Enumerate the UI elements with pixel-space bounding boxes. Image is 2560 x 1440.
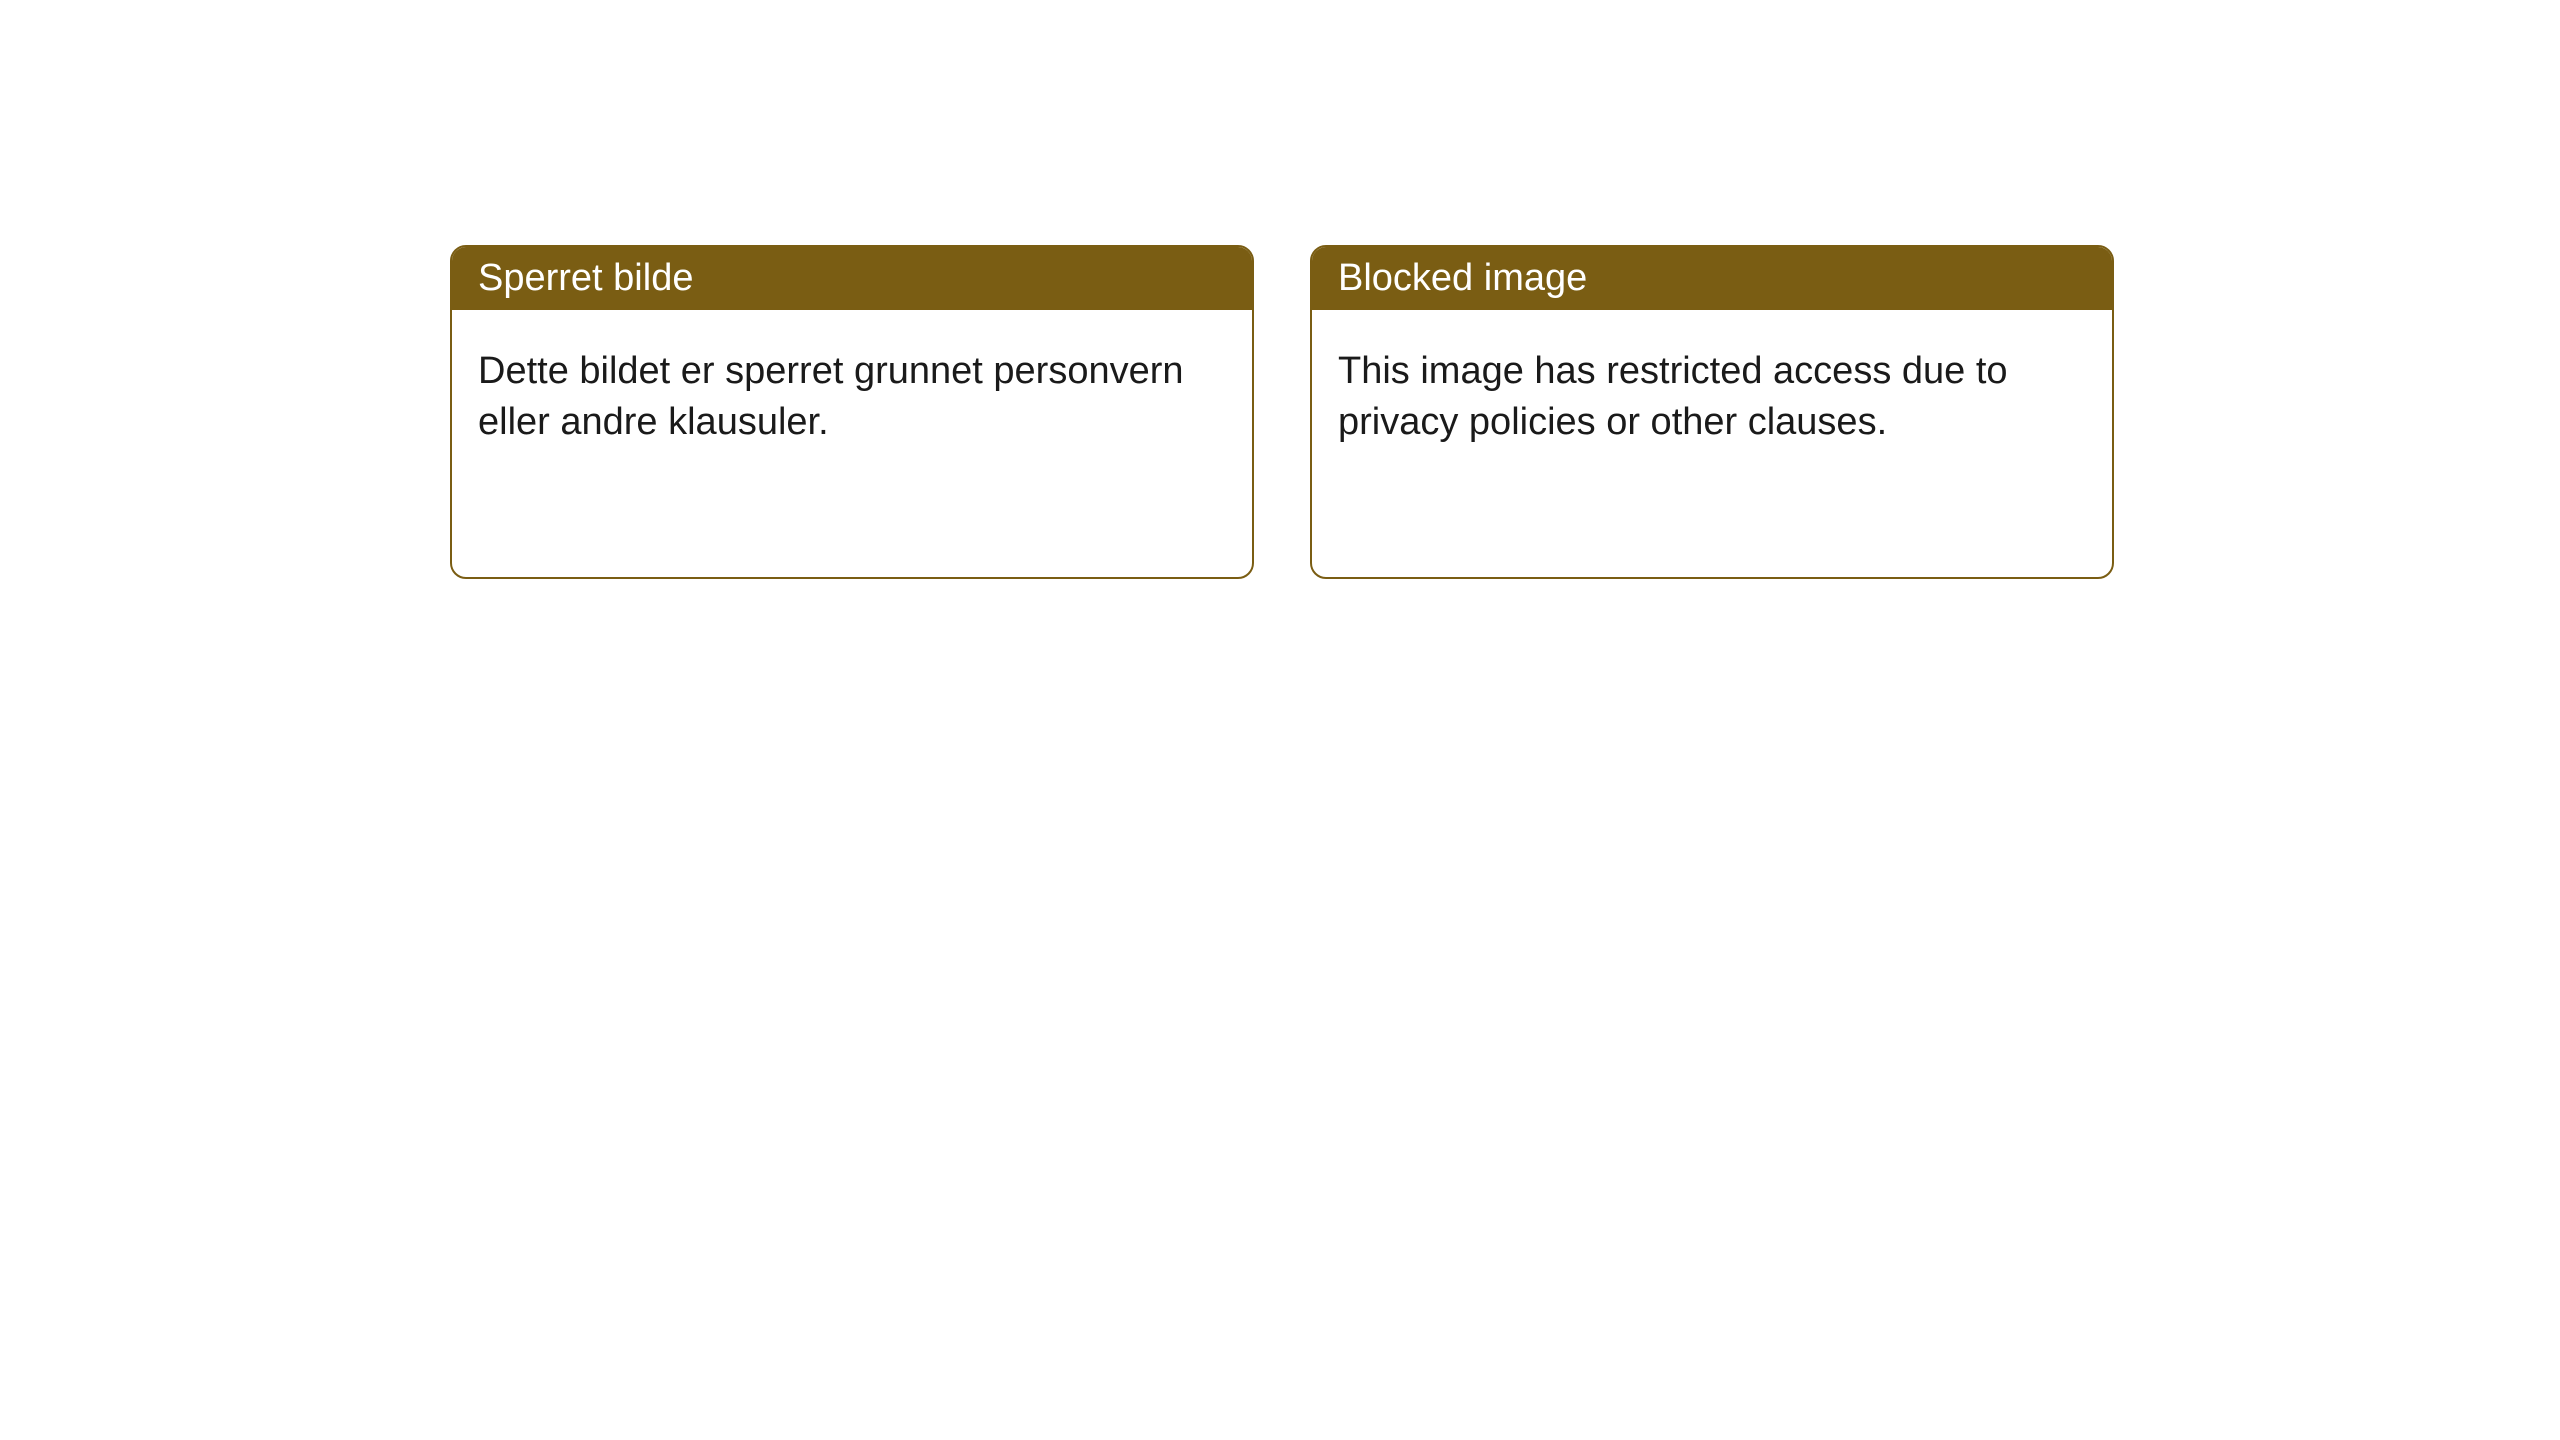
card-body-text: This image has restricted access due to … (1338, 350, 2008, 443)
card-body: This image has restricted access due to … (1312, 310, 2112, 485)
cards-container: Sperret bilde Dette bildet er sperret gr… (0, 0, 2560, 579)
blocked-image-card-no: Sperret bilde Dette bildet er sperret gr… (450, 245, 1254, 579)
card-header: Blocked image (1312, 247, 2112, 310)
blocked-image-card-en: Blocked image This image has restricted … (1310, 245, 2114, 579)
card-title: Blocked image (1338, 257, 1587, 299)
card-body: Dette bildet er sperret grunnet personve… (452, 310, 1252, 485)
card-header: Sperret bilde (452, 247, 1252, 310)
card-body-text: Dette bildet er sperret grunnet personve… (478, 350, 1184, 443)
card-title: Sperret bilde (478, 257, 693, 299)
